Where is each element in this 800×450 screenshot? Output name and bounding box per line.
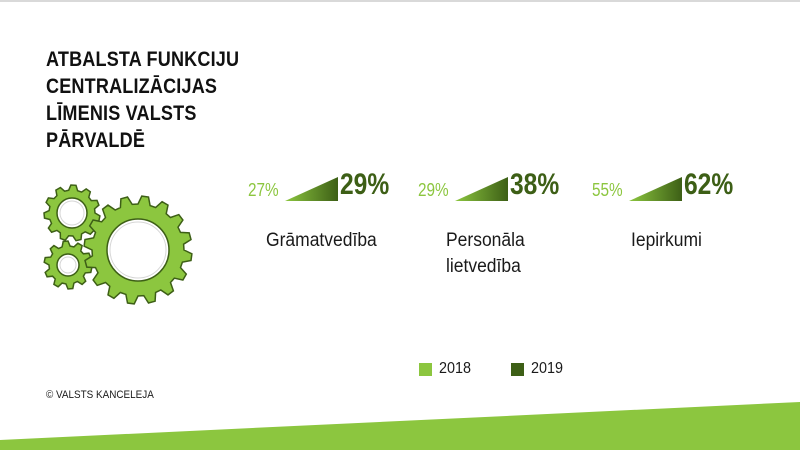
page-title: ATBALSTA FUNKCIJU CENTRALIZĀCIJAS LĪMENI… [46,46,244,154]
bottom-band [0,402,800,450]
category-label: Iepirkumi [631,228,702,254]
title-line: PĀRVALDĒ [46,129,146,152]
legend-label: 2019 [531,360,564,377]
title-line: CENTRALIZĀCIJAS [46,75,218,98]
gear-small-top [43,184,101,242]
copyright-text: © VALSTS KANCELEJA [46,389,154,401]
category-label: Personāla lietvedība [446,228,525,280]
legend-label: 2018 [439,360,472,377]
gears-icon [43,184,193,305]
legend-swatch [511,363,524,376]
value-2019-label: 62% [684,168,734,201]
title-line: LĪMENIS VALSTS [46,102,197,125]
title-line: ATBALSTA FUNKCIJU [46,48,240,71]
value-2019-label: 29% [340,168,390,201]
ramp-icon [629,177,682,201]
legend-swatch [419,363,432,376]
ramp-icon [455,177,508,201]
category-line: Iepirkumi [631,230,702,251]
category-line: lietvedība [446,256,521,277]
top-divider [0,0,800,2]
value-2019-label: 38% [510,168,560,201]
gear-small-bottom [43,240,93,290]
value-2018-label: 55% [592,180,623,200]
category-line: Grāmatvedība [266,230,377,251]
ramp-wedge [455,177,508,201]
ramp-icon [285,177,338,201]
category-label: Grāmatvedība [266,228,377,254]
ramp-wedge [629,177,682,201]
ramp-wedge [285,177,338,201]
value-2018-label: 29% [418,180,449,200]
gear-large [83,195,193,305]
category-line: Personāla [446,230,525,251]
value-2018-label: 27% [248,180,279,200]
